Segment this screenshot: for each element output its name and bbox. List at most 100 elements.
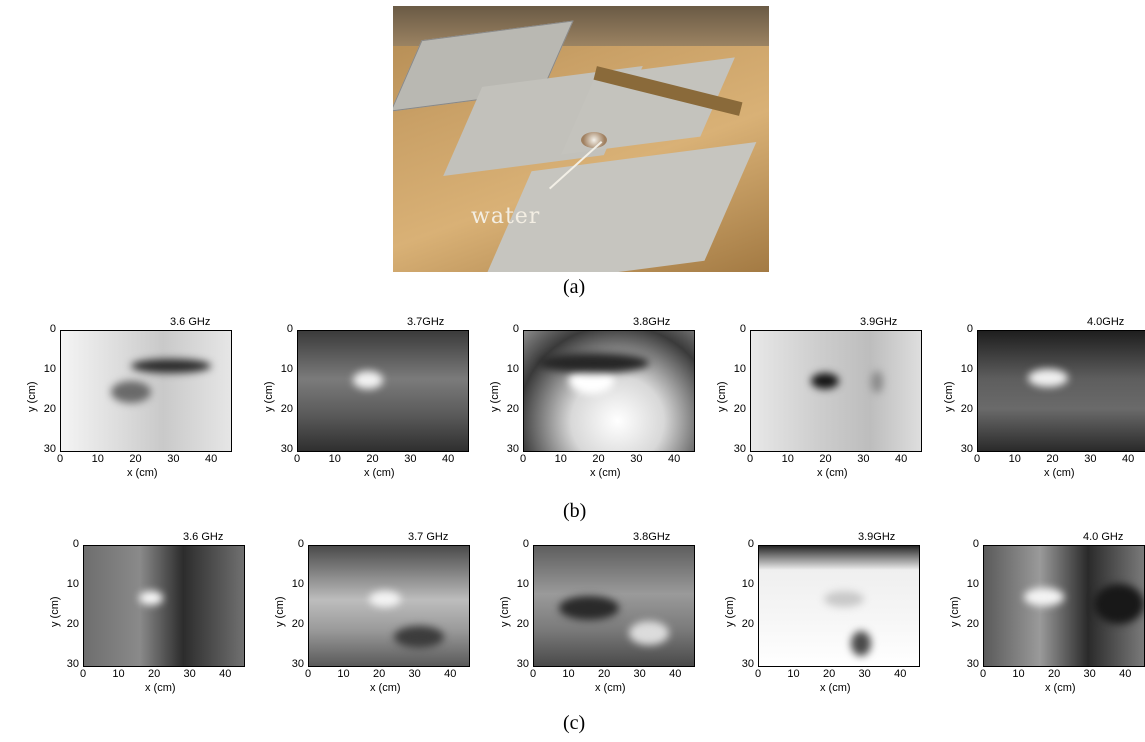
y-tick-label: 10 [733,363,746,375]
y-tick-label: 20 [966,618,979,630]
heatmap-panel: 4.0GHz 0 10 20 30 y (cm) 0 10 20 30 40 x (cm) [943,316,1145,495]
heatmap-panel: 3.8GHz 0 10 20 30 y (cm) 0 10 20 30 40 x (cm) [489,316,733,495]
x-tick-label: 20 [597,668,611,680]
x-tick-label: 10 [562,668,575,680]
x-tick-label: 40 [219,668,232,680]
y-axis-label: y (cm) [499,596,511,627]
x-axis-label: x (cm) [1045,682,1076,694]
y-tick-label: 0 [739,323,746,335]
x-tick-label: 0 [293,453,301,465]
x-tick-label: 30 [404,453,417,465]
y-axis-label: y (cm) [26,381,38,412]
heatmap-feature [871,371,883,393]
heatmap-feature [353,371,383,389]
frequency-label: 3.9GHz [860,316,898,328]
x-tick-label: 20 [819,453,832,465]
y-axis-label: y (cm) [716,381,728,412]
y-tick-label: 10 [280,363,293,375]
x-tick-label: 20 [366,453,379,465]
heatmap-image [308,545,470,667]
x-tick-label: 10 [112,668,125,680]
y-tick-label: 30 [280,443,293,455]
y-tick-label: 10 [741,578,754,590]
heatmap-feature [559,596,619,620]
y-tick-label: 30 [506,443,519,455]
frequency-label: 3.8GHz [633,316,671,328]
x-tick-label: 40 [441,453,455,465]
heatmap-panel: 3.7 GHz 0 10 20 30 y (cm) 0 10 20 30 40 x (cm) [274,531,508,710]
y-tick-label: 20 [280,403,293,415]
y-tick-label: 30 [291,658,304,670]
frequency-label: 3.7 GHz [408,531,449,543]
heatmap-feature [369,591,401,607]
y-tick-label: 0 [512,323,519,335]
heatmap-panel: 3.6 GHz 0 10 20 30 y (cm) 0 10 20 30 40 x (cm) [26,316,270,495]
frequency-label: 3.7GHz [407,316,445,328]
y-tick-label: 30 [741,658,754,670]
x-tick-label: 10 [328,453,341,465]
heatmap-panel: 3.8GHz 0 10 20 30 y (cm) 0 10 20 30 40 x (cm) [499,531,733,710]
y-tick-label: 20 [960,403,973,415]
y-tick-label: 30 [733,443,746,455]
heatmap-image [977,330,1145,452]
y-tick-label: 0 [972,538,979,550]
x-tick-label: 10 [337,668,350,680]
y-axis-label: y (cm) [489,381,501,412]
y-tick-label: 30 [966,658,979,670]
y-tick-label: 10 [43,363,56,375]
x-tick-label: 0 [79,668,87,680]
y-tick-label: 20 [516,618,529,630]
x-tick-label: 0 [304,668,312,680]
y-tick-label: 0 [72,538,79,550]
y-axis-label: y (cm) [274,596,286,627]
heatmap-image [83,545,245,667]
y-tick-label: 10 [966,578,979,590]
heatmap-feature [851,631,871,656]
y-tick-label: 20 [43,403,56,415]
heatmap-feature [111,381,151,403]
x-tick-label: 0 [973,453,981,465]
y-tick-label: 0 [747,538,754,550]
caption-a: (a) [563,276,586,298]
heatmap-image [297,330,469,452]
x-tick-label: 30 [630,453,643,465]
x-axis-label: x (cm) [590,467,621,479]
y-axis-label: y (cm) [724,596,736,627]
x-tick-label: 40 [894,668,907,680]
x-tick-label: 40 [444,668,457,680]
caption-c: (c) [563,712,586,734]
heatmap-panel: 4.0 GHz 0 10 20 30 y (cm) 0 10 20 30 40 x (cm) [949,531,1145,710]
experiment-photo: water [393,6,769,272]
x-axis-label: x (cm) [817,467,848,479]
x-tick-label: 20 [372,668,386,680]
y-tick-label: 0 [49,323,56,335]
heatmap-feature [1094,584,1144,624]
x-axis-label: x (cm) [370,682,401,694]
x-tick-label: 20 [147,668,161,680]
y-tick-label: 30 [43,443,56,455]
y-tick-label: 20 [733,403,746,415]
x-tick-label: 0 [746,453,754,465]
y-tick-label: 20 [66,618,79,630]
y-tick-label: 10 [506,363,519,375]
x-axis-label: x (cm) [127,467,158,479]
heatmap-panel: 3.9GHz 0 10 20 30 y (cm) 0 10 20 30 40 x (cm) [724,531,958,710]
frequency-label: 3.8GHz [633,531,671,543]
x-tick-label: 20 [129,453,142,465]
x-tick-label: 10 [1012,668,1025,680]
y-tick-label: 30 [516,658,529,670]
heatmap-feature [139,591,163,605]
y-tick-label: 10 [291,578,304,590]
x-axis-label: x (cm) [145,682,176,694]
photo-label: water [471,204,541,229]
caption-b: (b) [563,500,587,522]
x-tick-label: 10 [1008,453,1021,465]
y-tick-label: 0 [286,323,293,335]
y-tick-label: 30 [960,443,973,455]
x-tick-label: 30 [858,668,871,680]
heatmap-image [60,330,232,452]
x-tick-label: 20 [1047,668,1061,680]
x-tick-label: 0 [519,453,527,465]
x-tick-label: 40 [669,668,682,680]
heatmap-panel: 3.9GHz 0 10 20 30 y (cm) 0 10 20 30 40 x (cm) [716,316,960,495]
